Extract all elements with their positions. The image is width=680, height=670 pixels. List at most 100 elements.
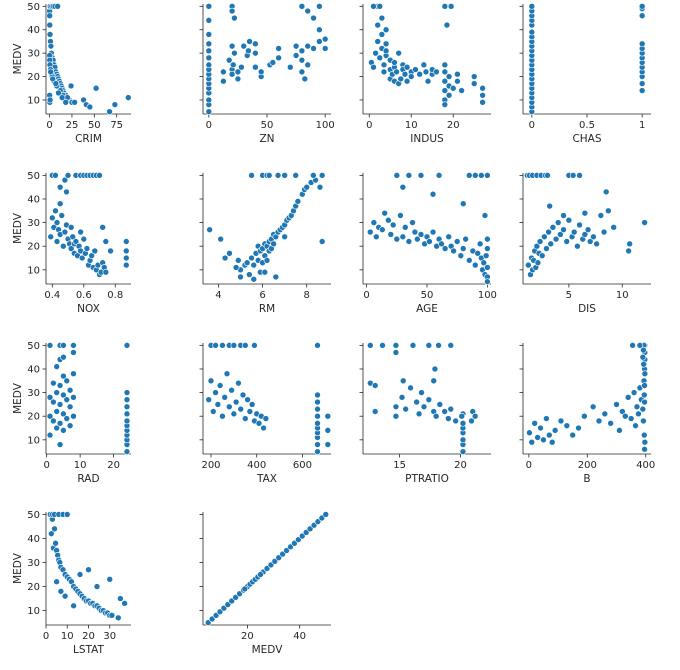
x-axis-label-zn: ZN bbox=[259, 133, 274, 145]
point-zn bbox=[286, 63, 294, 71]
x-tick-label-age: 50 bbox=[421, 290, 434, 301]
point-indus bbox=[412, 66, 419, 73]
point-b bbox=[581, 412, 588, 420]
point-ptratio bbox=[418, 389, 425, 396]
point-b bbox=[569, 431, 576, 439]
point-zn bbox=[245, 47, 252, 55]
point-zn bbox=[292, 52, 300, 59]
point-ptratio bbox=[425, 396, 433, 403]
point-nox bbox=[69, 233, 77, 241]
point-dis bbox=[565, 216, 573, 224]
x-tick-label-crim: 0 bbox=[46, 120, 52, 131]
point-ptratio bbox=[431, 365, 439, 373]
point-indus bbox=[470, 80, 478, 87]
point-age bbox=[393, 172, 401, 179]
point-b bbox=[624, 394, 632, 401]
y-axis-label-lstat: MEDV bbox=[12, 552, 24, 584]
point-ptratio bbox=[441, 408, 448, 415]
point-zn bbox=[238, 63, 245, 71]
x-tick-label-rad: 20 bbox=[107, 460, 120, 471]
point-zn bbox=[316, 3, 323, 10]
point-age bbox=[441, 245, 449, 252]
y-tick-label-lstat: 20 bbox=[27, 582, 40, 593]
point-ptratio bbox=[468, 417, 475, 425]
point-rad bbox=[66, 386, 74, 394]
point-tax bbox=[219, 342, 226, 349]
point-zn bbox=[205, 61, 213, 69]
point-tax bbox=[314, 391, 321, 399]
point-rad bbox=[123, 417, 131, 425]
point-indus bbox=[374, 21, 381, 29]
point-age bbox=[474, 249, 482, 257]
point-ptratio bbox=[371, 408, 379, 415]
point-indus bbox=[380, 61, 388, 69]
point-indus bbox=[378, 14, 386, 22]
point-rm bbox=[250, 275, 258, 283]
point-rad bbox=[53, 408, 61, 415]
point-age bbox=[438, 240, 445, 248]
point-age bbox=[484, 172, 491, 179]
point-ptratio bbox=[447, 342, 455, 349]
point-crim bbox=[125, 94, 132, 101]
point-lstat bbox=[48, 530, 55, 537]
point-ptratio bbox=[432, 412, 440, 420]
point-nox bbox=[107, 247, 114, 255]
point-b bbox=[629, 342, 636, 349]
point-crim bbox=[46, 31, 54, 38]
point-zn bbox=[321, 35, 329, 43]
point-tax bbox=[219, 412, 226, 420]
point-tax bbox=[212, 389, 219, 396]
point-zn bbox=[310, 14, 317, 22]
point-age bbox=[472, 172, 479, 179]
point-b bbox=[640, 391, 648, 399]
point-rad bbox=[123, 403, 131, 411]
point-zn bbox=[220, 68, 227, 76]
point-tax bbox=[239, 391, 247, 399]
point-b bbox=[636, 342, 644, 349]
point-indus bbox=[479, 84, 486, 92]
point-indus bbox=[449, 84, 457, 92]
point-indus bbox=[407, 73, 415, 80]
point-rad bbox=[123, 410, 131, 418]
x-tick-label-b: 200 bbox=[578, 460, 597, 471]
point-lstat bbox=[51, 525, 58, 533]
point-tax bbox=[314, 398, 321, 406]
point-age bbox=[459, 245, 467, 252]
point-age bbox=[370, 219, 378, 226]
point-rad bbox=[60, 342, 67, 349]
point-crim bbox=[86, 103, 94, 111]
point-zn bbox=[205, 31, 213, 38]
point-zn bbox=[220, 77, 227, 85]
y-tick-label-nox: 10 bbox=[27, 265, 40, 276]
y-tick-label-crim: 20 bbox=[27, 72, 40, 83]
point-ptratio bbox=[392, 412, 400, 420]
point-indus bbox=[391, 59, 398, 66]
point-rad bbox=[60, 427, 67, 434]
point-ptratio bbox=[459, 448, 467, 455]
point-nox bbox=[60, 242, 67, 250]
y-tick-label-lstat: 30 bbox=[27, 558, 40, 569]
point-dis bbox=[557, 231, 564, 238]
point-age bbox=[411, 228, 419, 236]
point-dis bbox=[549, 224, 557, 231]
point-tax bbox=[314, 419, 321, 427]
point-rm bbox=[206, 226, 213, 233]
point-ptratio bbox=[471, 412, 479, 420]
point-indus bbox=[470, 73, 478, 80]
y-tick-label-crim: 30 bbox=[27, 49, 40, 60]
point-indus bbox=[382, 47, 390, 55]
point-rad bbox=[63, 396, 71, 403]
point-zn bbox=[205, 17, 213, 24]
point-age bbox=[476, 240, 484, 248]
x-tick-label-crim: 75 bbox=[110, 120, 123, 131]
point-b bbox=[641, 398, 648, 406]
point-b bbox=[633, 403, 641, 411]
point-zn bbox=[269, 59, 277, 66]
point-tax bbox=[314, 342, 321, 349]
point-rm bbox=[221, 254, 229, 262]
point-dis bbox=[525, 261, 532, 269]
point-crim bbox=[46, 21, 54, 29]
point-age bbox=[405, 238, 413, 245]
point-nox bbox=[53, 238, 61, 245]
point-b bbox=[639, 405, 647, 413]
